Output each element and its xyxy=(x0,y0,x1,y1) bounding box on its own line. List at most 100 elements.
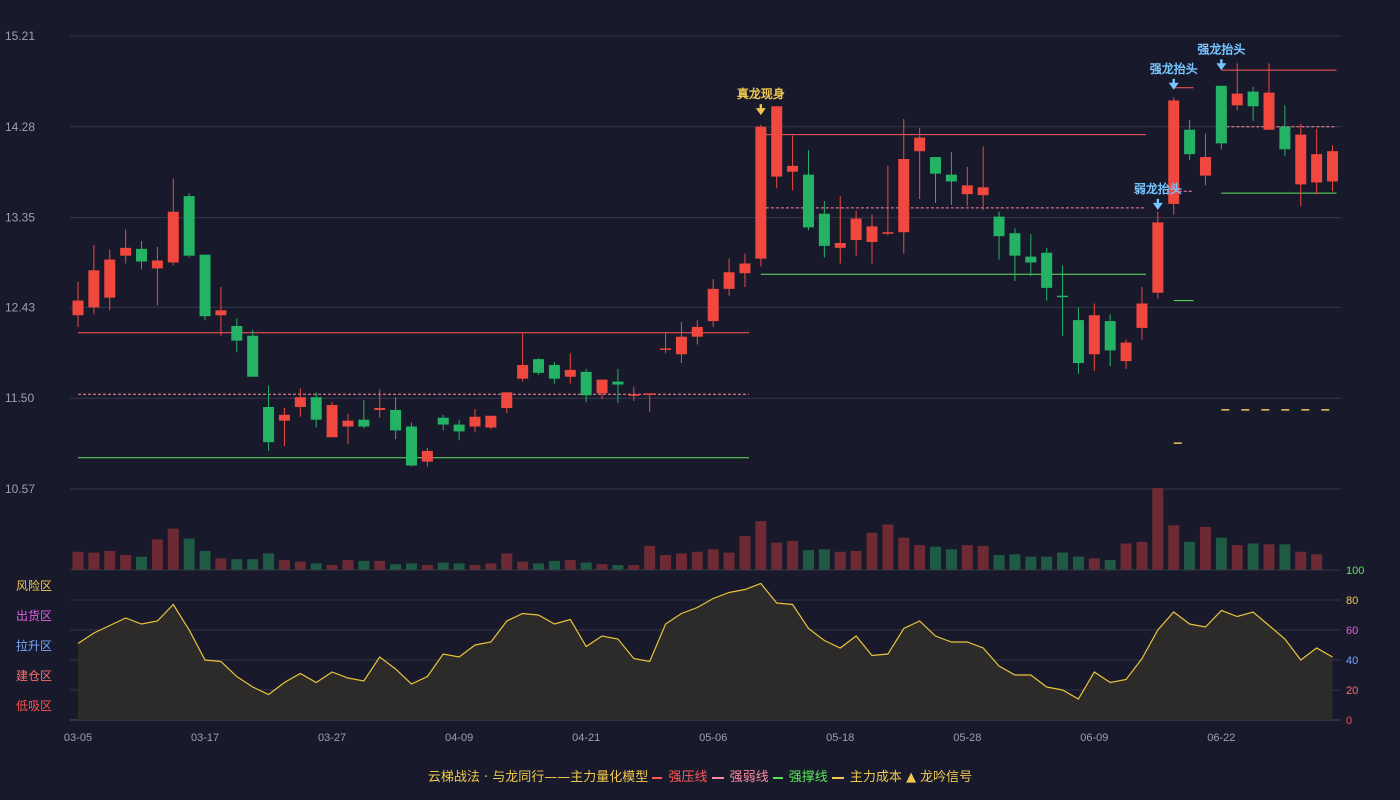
volume-bar xyxy=(930,546,942,570)
volume-bar xyxy=(1057,552,1069,570)
candle-body xyxy=(151,260,163,269)
volume-bar xyxy=(374,560,386,570)
volume-bar xyxy=(358,560,370,570)
candle-body xyxy=(136,248,148,262)
candle-body xyxy=(342,420,354,427)
candle-body xyxy=(564,369,576,377)
signal-label: 强龙抬头 xyxy=(1150,61,1198,76)
osc-zone-label: 建仓区 xyxy=(16,669,52,683)
volume-bar xyxy=(1247,543,1259,570)
candle-body xyxy=(405,426,417,466)
candle-body xyxy=(993,216,1005,237)
candle-body xyxy=(278,414,290,421)
volume-bar xyxy=(771,542,783,570)
candle-body xyxy=(326,405,338,438)
candle-body xyxy=(374,407,386,410)
volume-bar xyxy=(1072,556,1084,570)
candle-body xyxy=(263,406,275,443)
legend-resistance-swatch xyxy=(652,776,663,779)
x-tick-label: 03-05 xyxy=(64,732,92,744)
x-tick-label: 06-22 xyxy=(1207,732,1235,744)
volume-bar xyxy=(183,538,195,570)
price-tick-label: 13.35 xyxy=(5,211,35,225)
candle-body xyxy=(1072,320,1084,364)
candle-body xyxy=(691,326,703,337)
candle-body xyxy=(215,310,227,316)
volume-bar xyxy=(707,549,719,570)
osc-tick-label: 60 xyxy=(1346,625,1358,637)
candle-body xyxy=(882,232,894,234)
legend-title: 云梯战法 · 与龙同行——主力量化模型 xyxy=(427,770,649,785)
volume-bar xyxy=(88,552,100,570)
signal-arrow xyxy=(1216,63,1227,71)
volume-bar xyxy=(1295,551,1307,570)
candle-body xyxy=(437,417,449,425)
volume-bar xyxy=(1152,488,1164,570)
candle-body xyxy=(596,379,608,394)
x-tick-label: 03-27 xyxy=(318,732,346,744)
volume-bar xyxy=(993,555,1005,570)
volume-bar xyxy=(1184,541,1196,570)
osc-tick-label: 100 xyxy=(1346,565,1364,577)
candle-body xyxy=(1057,295,1069,298)
candle-body xyxy=(1168,100,1180,204)
volume-bar xyxy=(691,551,703,570)
volume-bar xyxy=(755,521,767,570)
candle-body xyxy=(1152,222,1164,293)
candle-body xyxy=(898,159,910,233)
legend-item-resistance: 强压线 xyxy=(652,766,707,785)
candle-body xyxy=(1295,134,1307,185)
candle-body xyxy=(1041,252,1053,288)
price-tick-label: 15.21 xyxy=(5,29,35,43)
chart-legend: 云梯战法 · 与龙同行——主力量化模型 强压线 强弱线 强撑线 主力成本 ▲ 龙吟… xyxy=(0,766,1400,785)
candle-body xyxy=(358,419,370,427)
volume-bar xyxy=(818,549,830,570)
osc-line xyxy=(77,582,1333,700)
volume-bar xyxy=(739,536,751,570)
candle-body xyxy=(88,270,100,308)
price-tick-label: 11.50 xyxy=(5,391,34,405)
signal-arrow-stem xyxy=(1220,59,1223,65)
candle-body xyxy=(850,218,862,241)
osc-tick-label: 80 xyxy=(1346,595,1358,607)
candle-body xyxy=(818,213,830,246)
x-tick-label: 05-28 xyxy=(953,732,981,744)
volume-bar xyxy=(151,539,163,570)
signal-label: 弱龙抬头 xyxy=(1134,181,1182,196)
volume-bar xyxy=(628,565,640,570)
candle-body xyxy=(1311,154,1323,183)
volume-bar xyxy=(247,559,259,570)
osc-zone-label: 拉升区 xyxy=(16,638,52,653)
volume-bar xyxy=(596,564,608,570)
volume-bar xyxy=(263,553,275,570)
volume-bar xyxy=(580,562,592,570)
candle-body xyxy=(469,416,481,427)
volume-bar xyxy=(136,556,148,570)
x-tick-label: 06-09 xyxy=(1080,732,1108,744)
legend-signal-label: 龙吟信号 xyxy=(920,770,973,785)
volume-bar xyxy=(405,563,417,570)
candle-body xyxy=(453,424,465,432)
candle-body xyxy=(866,226,878,242)
candle-body xyxy=(104,259,116,298)
candle-body xyxy=(1215,85,1227,144)
volume-bar xyxy=(866,532,878,570)
volume-bar xyxy=(342,560,354,570)
osc-area xyxy=(78,583,1333,720)
legend-cost-swatch xyxy=(831,776,844,779)
candle-body xyxy=(1009,233,1021,256)
volume-bar xyxy=(834,551,846,570)
volume-bar xyxy=(1041,556,1053,570)
candle-body xyxy=(501,392,513,408)
volume-bar xyxy=(501,553,513,570)
legend-item-cost: 主力成本 xyxy=(831,766,902,785)
x-tick-label: 04-21 xyxy=(572,732,600,744)
candle-body xyxy=(548,365,560,379)
volume-bar xyxy=(1025,556,1037,570)
candle-body xyxy=(1279,126,1291,150)
candle-body xyxy=(755,126,767,259)
volume-bar xyxy=(644,545,656,570)
candle-body xyxy=(485,415,497,428)
legend-item-support: 强撑线 xyxy=(772,766,828,785)
candle-body xyxy=(1136,303,1148,328)
